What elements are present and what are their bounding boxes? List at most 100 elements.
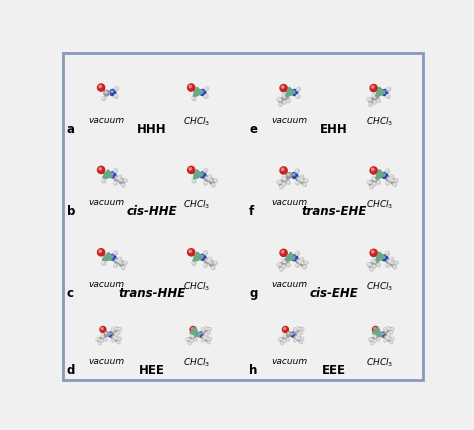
Circle shape bbox=[293, 256, 295, 258]
Circle shape bbox=[385, 331, 387, 332]
Circle shape bbox=[296, 265, 298, 266]
Circle shape bbox=[300, 261, 301, 262]
Circle shape bbox=[386, 95, 390, 99]
Circle shape bbox=[383, 91, 385, 93]
Circle shape bbox=[372, 169, 374, 171]
Circle shape bbox=[372, 259, 375, 263]
Circle shape bbox=[188, 85, 195, 92]
Circle shape bbox=[288, 333, 289, 335]
Circle shape bbox=[294, 328, 297, 331]
Circle shape bbox=[113, 331, 114, 332]
Circle shape bbox=[373, 178, 379, 184]
Circle shape bbox=[189, 86, 191, 89]
Circle shape bbox=[210, 261, 215, 267]
Circle shape bbox=[386, 265, 388, 266]
Circle shape bbox=[212, 267, 215, 270]
Circle shape bbox=[114, 95, 118, 99]
Circle shape bbox=[295, 170, 300, 174]
Circle shape bbox=[293, 174, 295, 176]
Circle shape bbox=[374, 336, 378, 340]
Circle shape bbox=[373, 178, 374, 179]
Circle shape bbox=[301, 176, 302, 177]
Circle shape bbox=[297, 96, 298, 97]
Circle shape bbox=[205, 87, 209, 91]
Circle shape bbox=[283, 328, 286, 330]
Circle shape bbox=[303, 266, 306, 269]
Circle shape bbox=[122, 185, 123, 186]
Circle shape bbox=[283, 184, 284, 185]
Circle shape bbox=[201, 339, 204, 342]
Circle shape bbox=[279, 338, 281, 341]
Circle shape bbox=[119, 176, 120, 177]
Circle shape bbox=[104, 332, 109, 337]
Circle shape bbox=[374, 340, 375, 341]
Circle shape bbox=[118, 258, 122, 261]
Circle shape bbox=[194, 332, 199, 337]
Circle shape bbox=[281, 339, 283, 341]
Circle shape bbox=[284, 102, 285, 103]
Circle shape bbox=[296, 264, 299, 267]
Circle shape bbox=[109, 333, 111, 335]
Circle shape bbox=[387, 327, 389, 330]
Circle shape bbox=[206, 338, 208, 340]
Text: vacuum: vacuum bbox=[89, 356, 125, 365]
Circle shape bbox=[305, 180, 307, 181]
Circle shape bbox=[205, 327, 206, 329]
Circle shape bbox=[198, 332, 203, 337]
Circle shape bbox=[99, 250, 101, 253]
Circle shape bbox=[279, 338, 280, 339]
Circle shape bbox=[382, 333, 383, 335]
Circle shape bbox=[283, 260, 284, 261]
Circle shape bbox=[369, 99, 374, 104]
Circle shape bbox=[102, 180, 106, 184]
Circle shape bbox=[288, 182, 289, 183]
Circle shape bbox=[214, 179, 217, 183]
Circle shape bbox=[377, 100, 380, 103]
Circle shape bbox=[118, 260, 121, 263]
Circle shape bbox=[378, 264, 379, 265]
Circle shape bbox=[188, 249, 195, 256]
Text: CHCl$_3$: CHCl$_3$ bbox=[183, 356, 210, 368]
Circle shape bbox=[300, 175, 303, 179]
Circle shape bbox=[210, 263, 212, 264]
Circle shape bbox=[283, 327, 289, 333]
Circle shape bbox=[105, 339, 106, 340]
Circle shape bbox=[383, 174, 385, 176]
Circle shape bbox=[387, 327, 388, 329]
Circle shape bbox=[287, 92, 290, 94]
Circle shape bbox=[114, 252, 116, 253]
Circle shape bbox=[280, 85, 287, 92]
Text: CHCl$_3$: CHCl$_3$ bbox=[365, 356, 393, 368]
Circle shape bbox=[204, 169, 208, 173]
Text: cis-HHE: cis-HHE bbox=[127, 205, 177, 218]
Circle shape bbox=[388, 260, 390, 262]
Circle shape bbox=[204, 264, 207, 267]
Circle shape bbox=[386, 252, 388, 254]
Circle shape bbox=[374, 179, 376, 181]
Circle shape bbox=[206, 338, 210, 342]
Circle shape bbox=[384, 339, 387, 342]
Circle shape bbox=[368, 264, 369, 265]
Circle shape bbox=[297, 327, 299, 330]
Circle shape bbox=[385, 170, 390, 174]
Circle shape bbox=[214, 261, 217, 265]
Circle shape bbox=[195, 92, 197, 94]
Circle shape bbox=[391, 179, 396, 185]
Circle shape bbox=[388, 335, 389, 336]
Circle shape bbox=[200, 90, 206, 96]
Circle shape bbox=[204, 252, 206, 253]
Circle shape bbox=[294, 330, 299, 334]
Circle shape bbox=[301, 179, 306, 185]
Circle shape bbox=[191, 336, 196, 340]
Circle shape bbox=[387, 337, 389, 339]
Circle shape bbox=[394, 184, 395, 185]
Circle shape bbox=[282, 259, 285, 263]
Circle shape bbox=[204, 327, 207, 330]
Circle shape bbox=[108, 332, 113, 337]
Circle shape bbox=[97, 338, 102, 343]
Circle shape bbox=[114, 264, 117, 267]
Circle shape bbox=[393, 266, 396, 269]
Circle shape bbox=[207, 341, 210, 344]
Circle shape bbox=[280, 182, 282, 184]
Circle shape bbox=[385, 337, 387, 338]
